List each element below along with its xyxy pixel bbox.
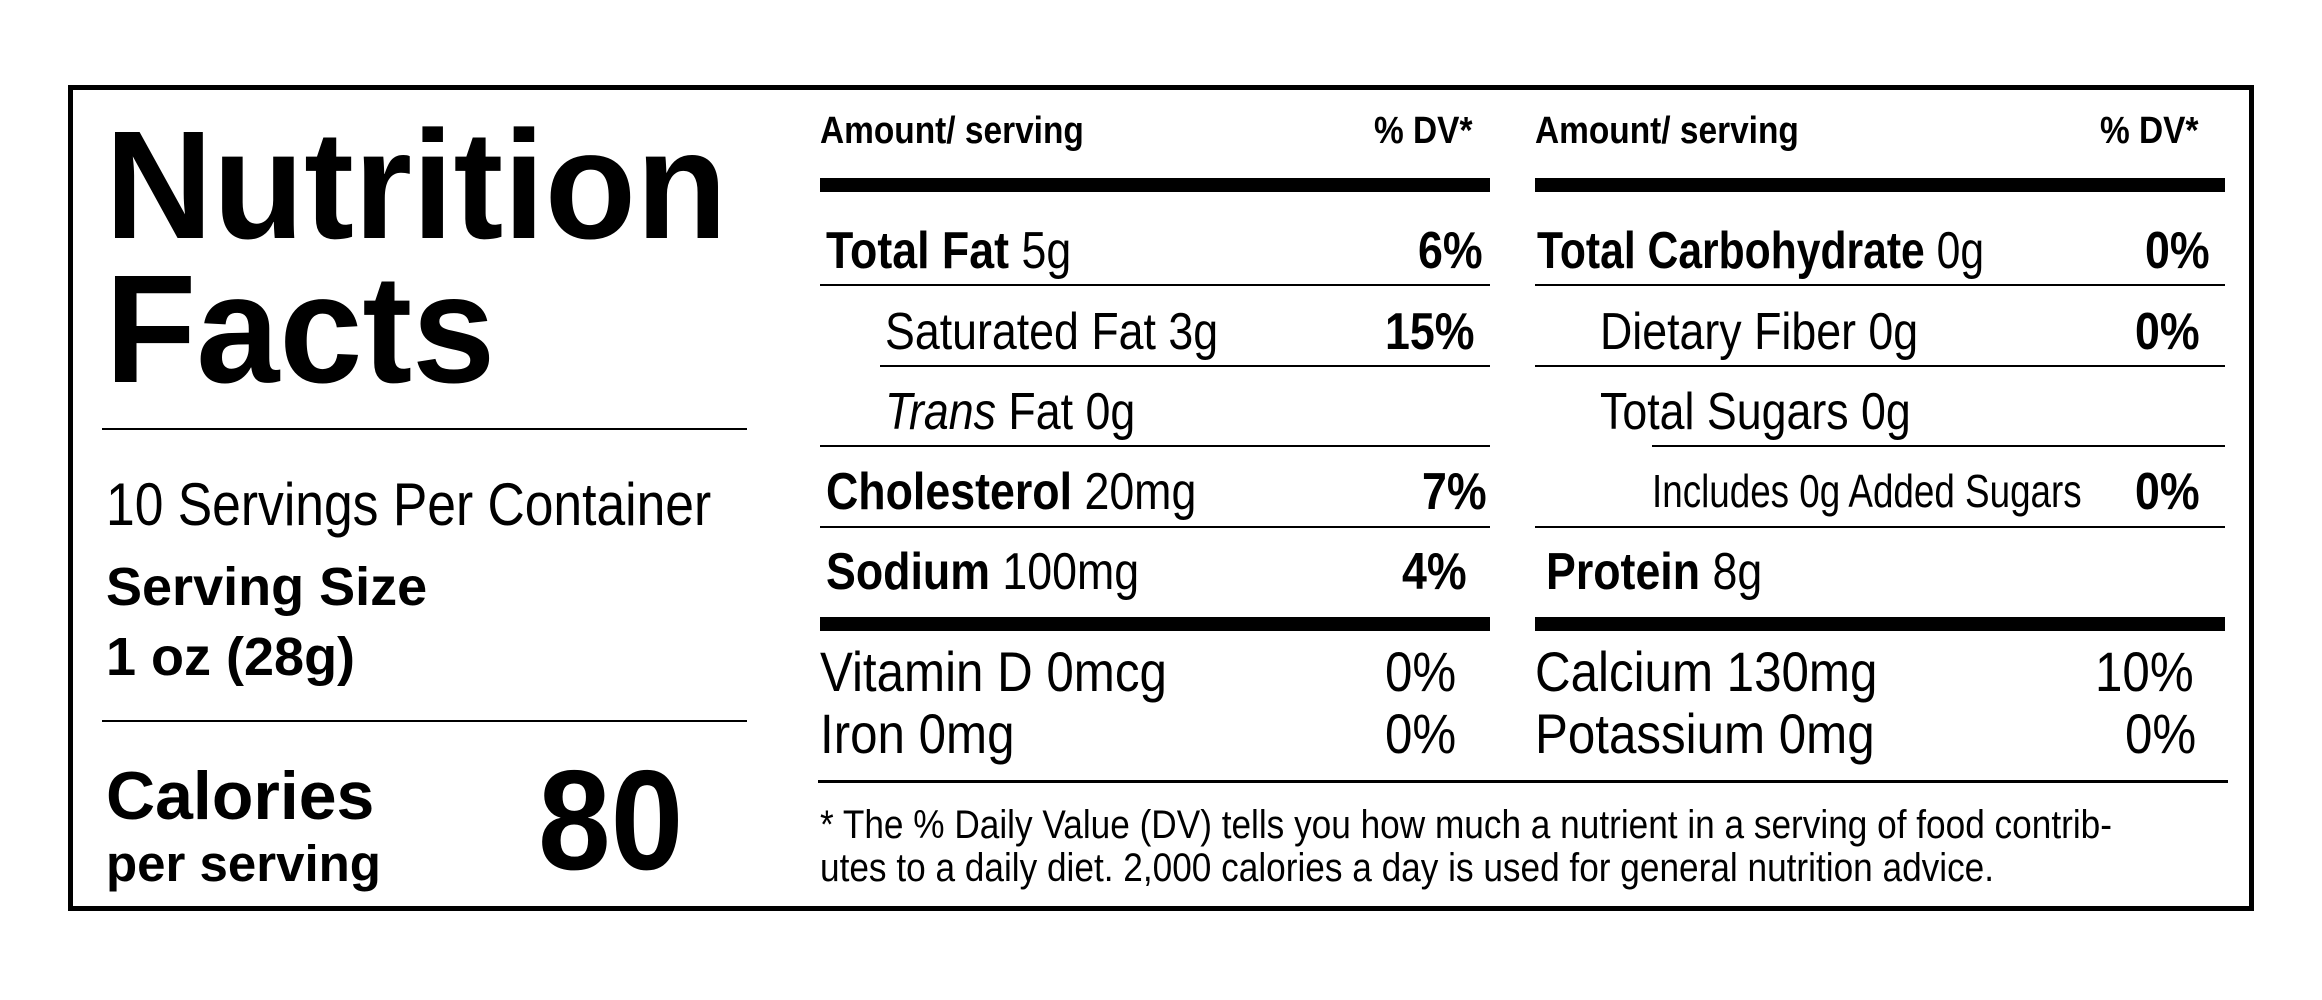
serving-size-label: Serving Size (106, 557, 428, 617)
total-fat-label: Total Fat (826, 222, 1010, 280)
calories-sub-label: per serving (106, 835, 381, 892)
cholesterol-dv: 7% (1422, 463, 1487, 521)
footnote-rule (818, 780, 2228, 783)
total-sugars-amount: 0g (1861, 383, 1911, 441)
total-carbohydrate-amount: 0g (1936, 222, 1985, 280)
cholesterol-label: Cholesterol (826, 463, 1073, 521)
saturated-fat-label: Saturated Fat (885, 303, 1156, 361)
rule (1652, 445, 2225, 447)
protein-label: Protein (1546, 543, 1701, 601)
saturated-fat-dv: 15% (1385, 303, 1475, 361)
iron-label: Iron 0mg (820, 702, 1015, 765)
right-header-amount: Amount/ serving (1535, 110, 1799, 152)
left-header-dv: % DV* (1374, 110, 1473, 152)
added-sugars-label: Includes 0g Added Sugars (1652, 465, 2082, 517)
calories-value: 80 (538, 741, 684, 900)
saturated-fat-row: Saturated Fat 3g (885, 306, 1218, 358)
rule (820, 445, 1490, 447)
sodium-label: Sodium (826, 543, 990, 601)
footnote-line-1: * The % Daily Value (DV) tells you how m… (820, 803, 2112, 847)
right-header-dv: % DV* (2100, 110, 2199, 152)
total-fat-row: Total Fat 5g (826, 225, 1071, 277)
rule (820, 284, 1490, 286)
rule (1535, 365, 2225, 367)
total-carbohydrate-dv: 0% (2145, 222, 2210, 280)
serving-size-value: 1 oz (28g) (106, 627, 356, 687)
trans-fat-row: Trans Fat 0g (885, 386, 1135, 438)
added-sugars-dv: 0% (2135, 463, 2200, 521)
vitamin-d-label: Vitamin D 0mcg (820, 640, 1167, 703)
saturated-fat-amount: 3g (1168, 303, 1219, 361)
sodium-amount: 100mg (1002, 543, 1140, 601)
total-carbohydrate-label: Total Carbohydrate (1537, 222, 1925, 280)
protein-row: Protein 8g (1546, 546, 1762, 598)
cholesterol-amount: 20mg (1084, 463, 1197, 521)
total-sugars-label: Total Sugars (1600, 383, 1849, 441)
facts-title: Facts (105, 243, 496, 415)
nutrition-title: Nutrition (105, 99, 728, 271)
potassium-label: Potassium 0mg (1535, 702, 1875, 765)
iron-dv: 0% (1385, 702, 1457, 765)
dietary-fiber-amount: 0g (1868, 303, 1919, 361)
calories-label: Calories (106, 758, 375, 834)
nutrition-facts-label (68, 85, 2254, 911)
thick-rule (1535, 617, 2225, 631)
dietary-fiber-label: Dietary Fiber (1600, 303, 1856, 361)
cholesterol-row: Cholesterol 20mg (826, 466, 1196, 518)
divider (102, 720, 747, 722)
dietary-fiber-row: Dietary Fiber 0g (1600, 306, 1918, 358)
thick-rule (820, 178, 1490, 192)
left-header-amount: Amount/ serving (820, 110, 1084, 152)
rule (880, 365, 1490, 367)
total-carbohydrate-row: Total Carbohydrate 0g (1537, 225, 1984, 277)
servings-per-container: 10 Servings Per Container (106, 471, 712, 538)
potassium-dv: 0% (2125, 702, 2197, 765)
total-fat-amount: 5g (1021, 222, 1072, 280)
footnote-line-2: utes to a daily diet. 2,000 calories a d… (820, 846, 1995, 890)
calcium-dv: 10% (2095, 640, 2194, 703)
total-sugars-row: Total Sugars 0g (1600, 386, 1911, 438)
thick-rule (820, 617, 1490, 631)
total-fat-dv: 6% (1418, 222, 1483, 280)
calcium-label: Calcium 130mg (1535, 640, 1878, 703)
divider (102, 428, 747, 430)
trans-fat-label: Trans (885, 383, 996, 441)
sodium-row: Sodium 100mg (826, 546, 1139, 598)
sodium-dv: 4% (1402, 543, 1467, 601)
rule (1535, 284, 2225, 286)
dietary-fiber-dv: 0% (2135, 303, 2200, 361)
thick-rule (1535, 178, 2225, 192)
vitamin-d-dv: 0% (1385, 640, 1457, 703)
rule (820, 526, 1490, 528)
protein-amount: 8g (1712, 543, 1763, 601)
trans-fat-amount: Fat 0g (1008, 383, 1136, 441)
rule (1535, 526, 2225, 528)
